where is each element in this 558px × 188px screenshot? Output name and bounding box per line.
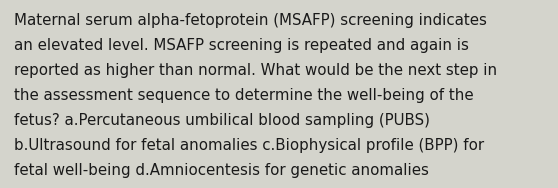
Text: reported as higher than normal. What would be the next step in: reported as higher than normal. What wou… <box>14 63 497 78</box>
Text: fetal well-being d.Amniocentesis for genetic anomalies: fetal well-being d.Amniocentesis for gen… <box>14 163 429 178</box>
Text: the assessment sequence to determine the well-being of the: the assessment sequence to determine the… <box>14 88 474 103</box>
Text: b.Ultrasound for fetal anomalies c.Biophysical profile (BPP) for: b.Ultrasound for fetal anomalies c.Bioph… <box>14 138 484 153</box>
Text: an elevated level. MSAFP screening is repeated and again is: an elevated level. MSAFP screening is re… <box>14 38 469 53</box>
Text: fetus? a.Percutaneous umbilical blood sampling (PUBS): fetus? a.Percutaneous umbilical blood sa… <box>14 113 430 128</box>
Text: Maternal serum alpha-fetoprotein (MSAFP) screening indicates: Maternal serum alpha-fetoprotein (MSAFP)… <box>14 13 487 28</box>
